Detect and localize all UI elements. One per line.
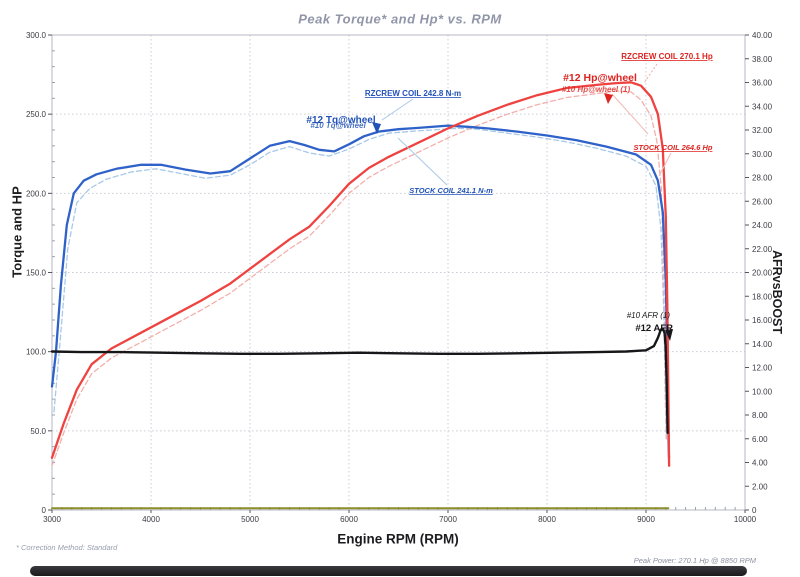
right-tick-label: 6.00 bbox=[752, 435, 768, 444]
left-tick-label: 100.0 bbox=[26, 348, 47, 357]
scan-artifact-bar bbox=[30, 566, 747, 576]
callout-leader-line bbox=[658, 152, 672, 177]
annotation-label: #12 Tq@wheel bbox=[306, 115, 375, 126]
annotation-label: #12 Hp@wheel bbox=[563, 72, 637, 84]
x-tick-label: 9000 bbox=[637, 515, 655, 524]
right-tick-label: 32.00 bbox=[752, 126, 773, 135]
left-tick-label: 300.0 bbox=[26, 31, 47, 40]
right-tick-label: 10.00 bbox=[752, 387, 773, 396]
peak-power-note: Peak Power: 270.1 Hp @ 8850 RPM bbox=[633, 556, 756, 565]
x-tick-label: 8000 bbox=[538, 515, 556, 524]
x-tick-label: 5000 bbox=[241, 515, 259, 524]
right-tick-label: 38.00 bbox=[752, 55, 773, 64]
annotation-label: #12 AFR bbox=[635, 323, 673, 334]
series-afr bbox=[50, 327, 669, 434]
right-tick-label: 0 bbox=[752, 506, 757, 515]
annotation-label: STOCK COIL 241.1 N-m bbox=[409, 186, 493, 195]
x-tick-label: 4000 bbox=[142, 515, 160, 524]
page-title: Peak Torque* and Hp* vs. RPM bbox=[298, 11, 502, 27]
right-tick-label: 20.00 bbox=[752, 269, 773, 278]
left-tick-label: 150.0 bbox=[26, 269, 47, 278]
callout-arrowhead-icon bbox=[372, 122, 381, 134]
callout-arrowhead-icon bbox=[604, 93, 613, 104]
annotation-label: RZCREW COIL 242.8 N-m bbox=[365, 89, 461, 98]
x-tick-label: 10000 bbox=[734, 515, 757, 524]
right-tick-label: 12.00 bbox=[752, 364, 773, 373]
right-tick-label: 2.00 bbox=[752, 482, 768, 491]
callout-arrowhead-icon bbox=[665, 329, 673, 341]
left-tick-label: 250.0 bbox=[26, 110, 47, 119]
x-axis-title: Engine RPM (RPM) bbox=[337, 531, 459, 547]
right-tick-label: 22.00 bbox=[752, 245, 773, 254]
right-tick-label: 36.00 bbox=[752, 79, 773, 88]
left-tick-label: 50.0 bbox=[30, 427, 46, 436]
callout-leader-line bbox=[397, 137, 448, 186]
correction-method-note: * Correction Method: Standard bbox=[16, 543, 118, 552]
right-tick-label: 18.00 bbox=[752, 292, 773, 301]
x-tick-label: 6000 bbox=[340, 515, 358, 524]
x-tick-label: 3000 bbox=[43, 515, 61, 524]
x-tick-label: 7000 bbox=[439, 515, 457, 524]
left-tick-label: 200.0 bbox=[26, 189, 47, 198]
callout-leader-line bbox=[381, 98, 414, 121]
right-tick-label: 16.00 bbox=[752, 316, 773, 325]
annotation-label: #10 Hp@wheel (1) bbox=[562, 85, 631, 94]
right-tick-label: 26.00 bbox=[752, 197, 773, 206]
annotation-label: RZCREW COIL 270.1 Hp bbox=[621, 52, 713, 61]
annotation-label: STOCK COIL 264.6 Hp bbox=[634, 143, 713, 152]
right-tick-label: 34.00 bbox=[752, 102, 773, 111]
series-rzcrew-torque bbox=[50, 124, 671, 459]
right-tick-label: 4.00 bbox=[752, 459, 768, 468]
annotation-label: #10 Tq@wheel bbox=[310, 121, 366, 130]
callout-leader-line bbox=[611, 93, 649, 135]
series-stock-hp bbox=[51, 90, 667, 467]
right-tick-label: 28.00 bbox=[752, 174, 773, 183]
series-stock-torque bbox=[53, 127, 667, 440]
right-tick-label: 14.00 bbox=[752, 340, 773, 349]
annotation-label: #10 AFR (1) bbox=[627, 311, 671, 320]
right-tick-label: 30.00 bbox=[752, 150, 773, 159]
right-tick-label: 24.00 bbox=[752, 221, 773, 230]
left-tick-label: 0 bbox=[42, 506, 47, 515]
right-tick-label: 8.00 bbox=[752, 411, 768, 420]
right-tick-label: 40.00 bbox=[752, 31, 773, 40]
series-rzcrew-hp bbox=[50, 81, 671, 467]
